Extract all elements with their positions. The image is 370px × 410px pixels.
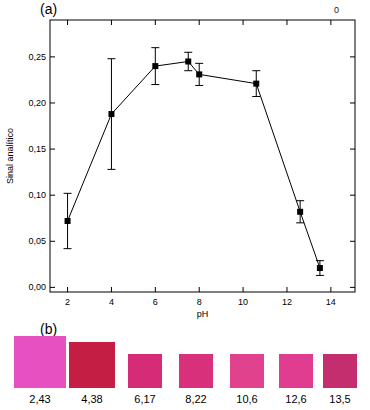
y-tick-label: 0,20 [28, 98, 46, 108]
error-cap [252, 70, 260, 71]
error-cap [64, 193, 72, 194]
x-tick-label: 12 [282, 297, 292, 307]
error-cap [151, 47, 159, 48]
color-swatch [14, 336, 66, 388]
color-swatch [323, 354, 357, 388]
x-tick-top [243, 20, 244, 25]
y-tick-right [350, 287, 355, 288]
y-tick [50, 56, 55, 57]
x-tick [155, 287, 156, 292]
x-tick [330, 287, 331, 292]
swatch-label: 13,5 [329, 393, 350, 405]
color-swatch [230, 354, 264, 388]
y-tick-right [350, 195, 355, 196]
plot-data [64, 48, 324, 276]
error-bar [64, 193, 72, 248]
data-line [68, 61, 320, 268]
y-tick [50, 287, 55, 288]
error-bar [296, 201, 304, 223]
color-swatch [128, 354, 162, 388]
y-tick [50, 195, 55, 196]
error-bar [195, 63, 203, 85]
error-bar [184, 52, 192, 70]
swatch-label: 2,43 [29, 393, 50, 405]
y-tick [50, 102, 55, 103]
x-tick [111, 287, 112, 292]
error-bar [151, 48, 159, 85]
error-cap [107, 169, 115, 170]
x-tick-label: 8 [197, 297, 202, 307]
color-swatch [69, 342, 115, 388]
y-tick [50, 149, 55, 150]
plot-frame [50, 20, 355, 292]
color-swatch [279, 354, 313, 388]
swatch-label: 4,38 [81, 393, 102, 405]
x-tick-label: 14 [326, 297, 336, 307]
error-cap [296, 200, 304, 201]
x-tick-label: 6 [153, 297, 158, 307]
y-tick-label: 0,25 [28, 52, 46, 62]
swatch-label: 8,22 [185, 393, 206, 405]
y-tick-right [350, 149, 355, 150]
x-tick-top [155, 20, 156, 25]
x-tick-label: 2 [65, 297, 70, 307]
error-cap [316, 275, 324, 276]
error-bar [316, 261, 324, 276]
data-point [196, 71, 202, 77]
x-tick-top [111, 20, 112, 25]
data-point [65, 218, 71, 224]
annotation: 0 [334, 5, 339, 15]
figure: (a) 0 2 4 6 8 10 12 14 0,00 0,05 0,10 0,15 0,20 0,25 pH… [0, 0, 370, 410]
error-cap [296, 222, 304, 223]
y-tick-label: 0,10 [28, 190, 46, 200]
data-point [185, 58, 191, 64]
swatch-label: 10,6 [236, 393, 257, 405]
swatch-label: 6,17 [134, 393, 155, 405]
x-axis-title: pH [197, 309, 209, 319]
x-tick [286, 287, 287, 292]
error-cap [195, 85, 203, 86]
data-point [317, 265, 323, 271]
error-cap [195, 63, 203, 64]
y-tick-label: 0,15 [28, 144, 46, 154]
x-tick [199, 287, 200, 292]
error-cap [316, 260, 324, 261]
y-tick-right [350, 241, 355, 242]
x-tick-top [199, 20, 200, 25]
data-point [253, 81, 259, 87]
y-tick-right [350, 102, 355, 103]
y-axis-title: Sinal analítico [5, 128, 15, 184]
panel-label: (b) [40, 321, 57, 337]
x-tick-label: 10 [238, 297, 248, 307]
error-bar [107, 59, 115, 170]
x-tick-label: 4 [109, 297, 114, 307]
y-tick [50, 241, 55, 242]
error-cap [64, 248, 72, 249]
swatch-label: 12,6 [285, 393, 306, 405]
y-tick-right [350, 56, 355, 57]
x-tick [67, 287, 68, 292]
x-tick-top [330, 20, 331, 25]
y-tick-label: 0,00 [28, 282, 46, 292]
error-cap [184, 52, 192, 53]
data-point [152, 63, 158, 69]
error-cap [252, 96, 260, 97]
color-swatch [179, 354, 213, 388]
panel-label: (a) [40, 1, 57, 17]
error-cap [107, 58, 115, 59]
error-cap [184, 70, 192, 71]
data-point [108, 111, 114, 117]
x-tick-top [67, 20, 68, 25]
data-point [297, 209, 303, 215]
x-tick-top [286, 20, 287, 25]
y-tick-label: 0,05 [28, 236, 46, 246]
error-cap [151, 84, 159, 85]
error-bar [252, 71, 260, 97]
x-tick [243, 287, 244, 292]
